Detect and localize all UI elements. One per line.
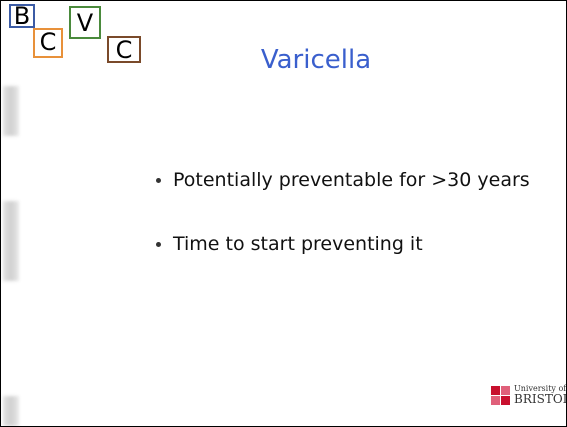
logo-letter: C xyxy=(107,36,141,63)
slide-title: Varicella xyxy=(260,45,372,75)
logo-line: University of xyxy=(514,384,567,393)
side-image xyxy=(3,201,19,281)
bullet-dot xyxy=(156,241,161,247)
university-logo: University of BRISTOL xyxy=(491,384,567,406)
logo-letter: B xyxy=(9,4,35,28)
bullet-item: Potentially preventable for >30 years xyxy=(156,169,530,191)
logo-squares xyxy=(491,385,510,405)
logo-text: University of BRISTOL xyxy=(514,384,567,406)
side-image xyxy=(3,396,19,426)
bullet-dot xyxy=(156,177,161,183)
logo-line: BRISTOL xyxy=(514,392,567,406)
side-image xyxy=(3,86,19,136)
bullet-item: Time to start preventing it xyxy=(156,233,423,255)
bullet-text: Potentially preventable for >30 years xyxy=(173,169,530,191)
logo-letter: V xyxy=(69,6,101,39)
logo-letter: C xyxy=(33,28,63,58)
bullet-text: Time to start preventing it xyxy=(173,233,423,255)
